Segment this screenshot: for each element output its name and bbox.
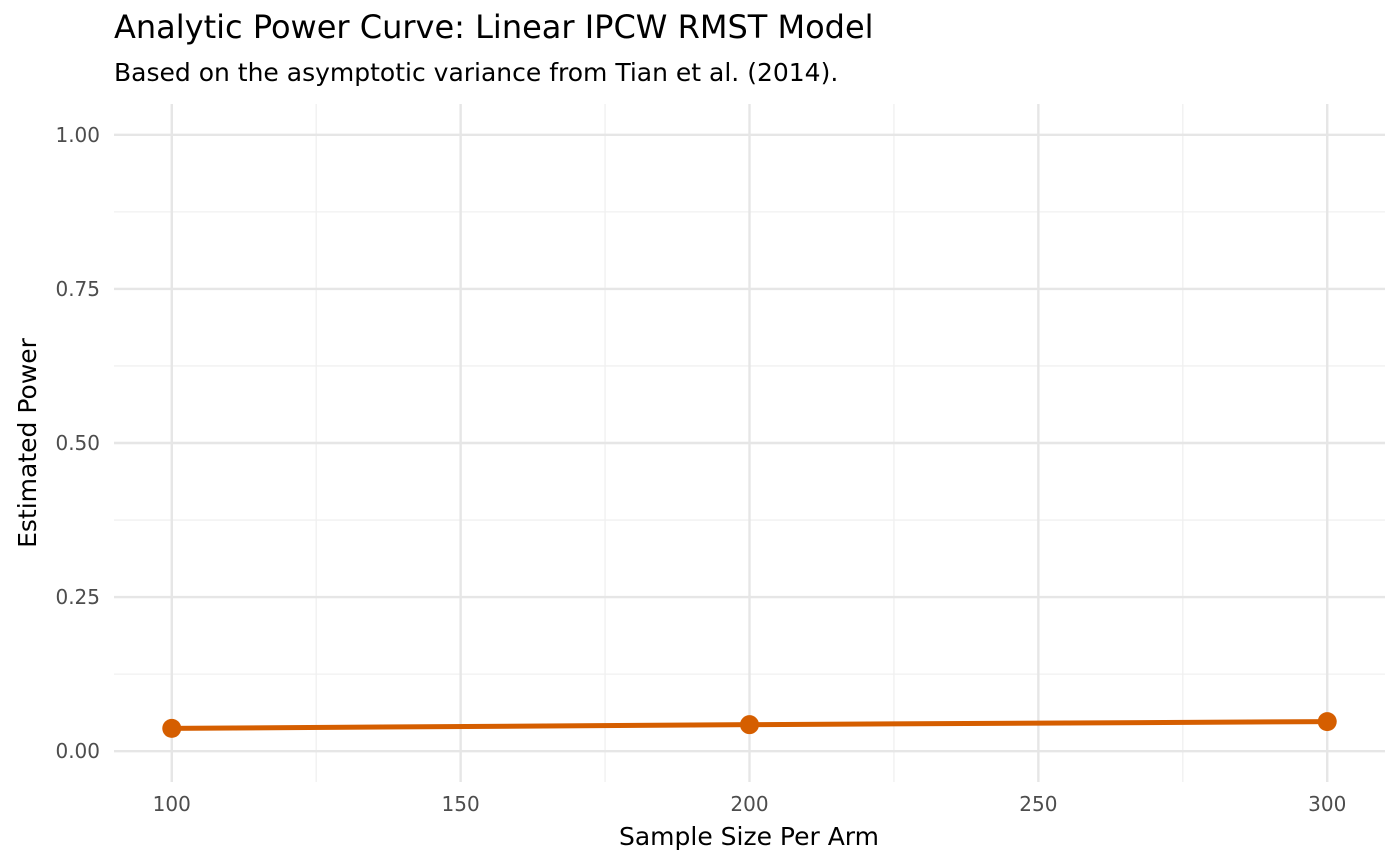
chart-title: Analytic Power Curve: Linear IPCW RMST M… [114,8,874,46]
y-axis-tick-labels: 0.00 0.25 0.50 0.75 1.00 [55,123,100,763]
x-axis-tick-labels: 100 150 200 250 300 [153,792,1347,816]
data-point [1317,712,1337,732]
x-tick-label: 300 [1308,792,1346,816]
y-tick-label: 0.50 [55,431,100,455]
x-tick-label: 100 [153,792,191,816]
series-layer [162,712,1337,738]
major-gridlines [114,104,1385,782]
data-point [740,715,759,735]
x-tick-label: 250 [1019,792,1057,816]
chart-subtitle: Based on the asymptotic variance from Ti… [114,58,839,87]
y-tick-label: 1.00 [55,123,100,147]
y-tick-label: 0.25 [55,585,100,609]
y-axis-title: Estimated Power [13,337,42,548]
y-tick-label: 0.75 [55,277,100,301]
y-tick-label: 0.00 [55,739,100,763]
x-axis-title: Sample Size Per Arm [619,822,879,851]
x-tick-label: 200 [730,792,768,816]
x-tick-label: 150 [442,792,480,816]
data-point [162,718,182,738]
